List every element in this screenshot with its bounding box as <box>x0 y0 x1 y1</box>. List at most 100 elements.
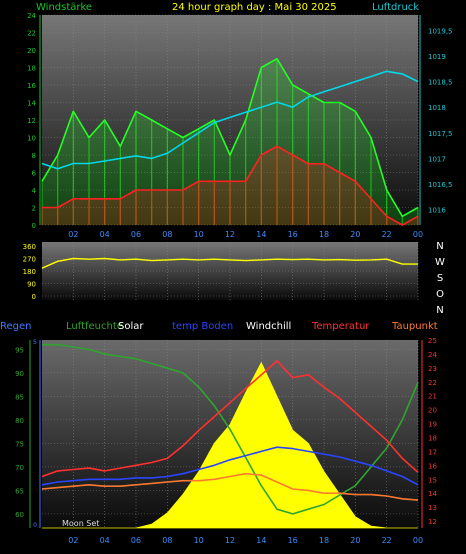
solar-area <box>42 361 418 529</box>
direction-y-tick-label: 180 <box>23 268 36 276</box>
rain-y-ticks: 50 <box>33 339 41 529</box>
wind-x-tick-label: 10 <box>194 230 204 239</box>
compass-letter: N <box>436 305 443 316</box>
legend-item: temp Boden <box>172 321 233 332</box>
wind-x-ticks: 02 04 06 08 10 12 14 16 18 20 22 00 <box>68 230 423 239</box>
humidity-y-tick-label: 80 <box>15 417 24 425</box>
temperature-series <box>41 343 419 515</box>
humidity-y-tick-label: 85 <box>15 393 24 401</box>
compass-letter: W <box>435 257 445 268</box>
wind-y-tick-label: 0 <box>32 222 36 230</box>
series-line-temperatur <box>41 360 419 478</box>
wind-y-tick-label: 6 <box>32 170 37 178</box>
direction-grid <box>42 242 419 300</box>
direction-y-tick-label: 270 <box>23 256 36 264</box>
wind-series <box>41 57 419 226</box>
pressure-y-ticks: 1016 1016,5 1017 1017,5 1018 1018,5 1019 1019,5 <box>419 15 453 225</box>
humidity-y-tick-label: 95 <box>15 346 24 354</box>
wind-y-tick-label: 2 <box>32 205 36 213</box>
pressure-axis-title: Luftdruck <box>372 2 419 13</box>
pressure-y-tick-label: 1019,5 <box>428 27 453 35</box>
legend-item: Windchill <box>246 321 291 332</box>
temperature-x-tick-label: 20 <box>350 536 360 545</box>
compass-letter: N <box>436 241 443 252</box>
solar-series <box>42 361 418 529</box>
humidity-y-ticks: 60 65 70 75 80 85 90 95 <box>15 340 31 528</box>
humidity-y-tick-label: 65 <box>15 487 24 495</box>
compass-letter: S <box>437 273 443 284</box>
pressure-y-tick-label: 1016,5 <box>428 181 453 189</box>
pressure-y-tick-label: 1018 <box>428 104 446 112</box>
wind-y-tick-label: 16 <box>27 82 36 90</box>
temperature-y-tick-label: 20 <box>428 407 437 415</box>
temperature-y-tick-label: 13 <box>428 504 437 512</box>
pressure-y-tick-label: 1017,5 <box>428 130 453 138</box>
pressure-line <box>41 70 419 170</box>
chart-title: 24 hour graph day : Mai 30 2025 <box>172 2 337 13</box>
temperature-x-tick-label: 06 <box>131 536 141 545</box>
wind-x-tick-label: 04 <box>100 230 110 239</box>
wind-x-tick-label: 08 <box>162 230 172 239</box>
wind-y-tick-label: 22 <box>27 30 36 38</box>
humidity-y-tick-label: 75 <box>15 440 24 448</box>
temperature-y-tick-label: 25 <box>428 337 437 345</box>
wind-y-tick-label: 18 <box>27 65 36 73</box>
pressure-y-tick-label: 1019 <box>428 53 446 61</box>
temperature-x-tick-label: 08 <box>162 536 172 545</box>
temperature-y-ticks: 12 13 14 15 16 17 18 19 20 21 22 23 24 25 <box>421 337 437 528</box>
pressure-y-tick-label: 1017 <box>428 155 446 163</box>
direction-series <box>41 257 418 269</box>
temperature-y-tick-label: 16 <box>428 462 437 470</box>
temperature-x-tick-label: 04 <box>100 536 110 545</box>
temperature-x-tick-label: 02 <box>68 536 78 545</box>
wind-x-tick-label: 20 <box>350 230 360 239</box>
wind-line-wind <box>42 145 419 226</box>
temperature-y-tick-label: 14 <box>428 490 437 498</box>
temperature-x-ticks: 02 04 06 08 10 12 14 16 18 20 22 00 <box>68 536 423 545</box>
legend-item: Solar <box>118 321 144 332</box>
legend-item: Regen <box>0 321 32 332</box>
moon-set-annotation: Moon Set <box>62 519 99 528</box>
temperature-y-tick-label: 15 <box>428 476 437 484</box>
compass-letter: O <box>436 289 444 300</box>
temperature-x-tick-label: 10 <box>194 536 204 545</box>
direction-y-tick-label: 90 <box>27 281 36 289</box>
series-line-temp-boden <box>41 446 419 486</box>
humidity-y-tick-label: 60 <box>15 511 24 519</box>
direction-y-ticks: 360 270 180 90 0 <box>23 243 36 301</box>
wind-x-tick-label: 14 <box>256 230 266 239</box>
legend-item: Luftfeuchte <box>66 321 123 332</box>
temperature-y-tick-label: 18 <box>428 434 437 442</box>
wind-y-tick-label: 4 <box>32 187 37 195</box>
wind-y-tick-label: 20 <box>27 47 36 55</box>
temperature-y-tick-label: 21 <box>428 393 437 401</box>
legend-item: Taupunkt <box>391 321 438 332</box>
pressure-y-tick-label: 1016 <box>428 207 446 215</box>
wind-line-böen <box>41 57 419 218</box>
wind-x-tick-label: 18 <box>319 230 329 239</box>
pressure-y-tick-label: 1018,5 <box>428 79 453 87</box>
temperature-x-tick-label: 00 <box>413 536 423 545</box>
rain-y-tick-label: 5 <box>33 339 37 346</box>
humidity-y-tick-label: 70 <box>15 464 24 472</box>
direction-y-tick-label: 0 <box>32 293 36 301</box>
temperature-y-tick-label: 17 <box>428 448 437 456</box>
temperature-x-tick-label: 14 <box>256 536 266 545</box>
temperature-y-tick-label: 23 <box>428 365 437 373</box>
wind-y-tick-label: 24 <box>27 12 36 20</box>
wind-y-tick-label: 14 <box>27 100 36 108</box>
series-line-luftfeuchte <box>42 343 419 515</box>
wind-x-tick-label: 00 <box>413 230 423 239</box>
wind-y-tick-label: 12 <box>27 117 36 125</box>
wind-x-tick-label: 12 <box>225 230 235 239</box>
wind-axis-title: Windstärke <box>36 2 92 13</box>
wind-x-tick-label: 16 <box>288 230 298 239</box>
series-line-taupunkt <box>41 472 419 501</box>
